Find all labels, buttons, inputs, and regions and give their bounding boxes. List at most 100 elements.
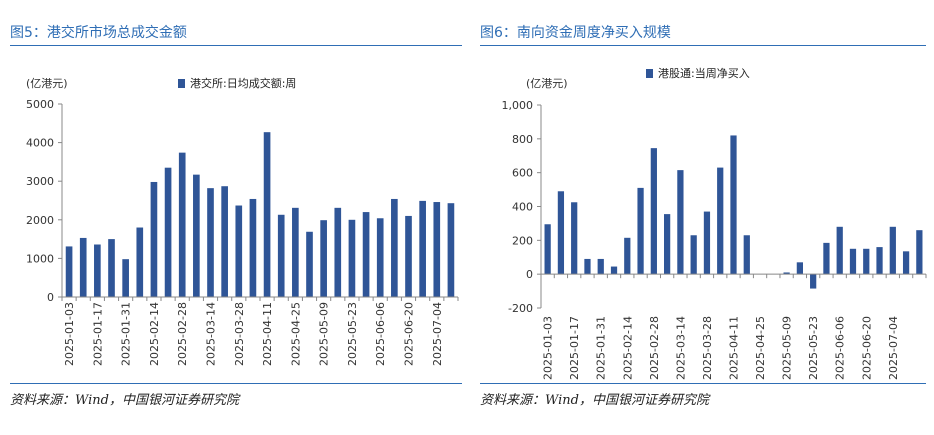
x-tick-label: 2025-07-04 xyxy=(431,302,444,366)
x-tick-label: 2025-05-23 xyxy=(807,316,820,380)
legend-swatch xyxy=(646,69,653,78)
x-tick-label: 2025-03-14 xyxy=(674,316,687,380)
bar xyxy=(597,258,604,275)
bar xyxy=(889,226,896,275)
bar xyxy=(108,239,115,297)
y-tick-label: 200 xyxy=(512,234,533,247)
legend-label: 港交所:日均成交额:周 xyxy=(190,76,296,90)
x-tick-label: 2025-06-20 xyxy=(403,302,416,366)
bar xyxy=(362,212,370,297)
x-tick-label: 2025-01-03 xyxy=(542,316,555,380)
y-tick-label: 600 xyxy=(512,167,533,180)
bar xyxy=(677,170,684,275)
bar xyxy=(571,202,578,275)
bottom-rule-right xyxy=(480,383,926,384)
bar xyxy=(557,191,565,275)
bar xyxy=(664,214,671,275)
title-rule-right xyxy=(480,45,926,46)
y-tick-label: 1,000 xyxy=(502,99,534,112)
bar xyxy=(65,246,73,297)
title-rule-left xyxy=(10,45,462,46)
legend-label: 港股通:当周净买入 xyxy=(658,66,750,80)
x-tick-label: 2025-04-11 xyxy=(261,302,274,366)
bar xyxy=(79,237,87,297)
x-tick-label: 2025-04-25 xyxy=(754,316,767,380)
bar xyxy=(902,251,910,275)
source-note-right: 资料来源：Wind，中国银河证券研究院 xyxy=(480,393,709,408)
legend-swatch xyxy=(178,79,185,88)
x-tick-label: 2025-02-14 xyxy=(621,316,634,380)
bar xyxy=(122,259,129,297)
bar xyxy=(334,207,342,297)
x-tick-label: 2025-06-20 xyxy=(860,316,873,380)
bar xyxy=(207,188,214,297)
x-tick-label: 2025-05-09 xyxy=(781,316,794,380)
x-tick-label: 2025-03-28 xyxy=(701,316,714,380)
bar xyxy=(836,226,843,275)
bar xyxy=(94,244,101,297)
bar xyxy=(876,247,883,275)
y-axis-label: (亿港元) xyxy=(526,77,568,90)
y-tick-label: 0 xyxy=(526,268,533,281)
bar xyxy=(916,230,923,275)
bar xyxy=(405,215,412,297)
bar xyxy=(221,186,228,297)
y-tick-label: 0 xyxy=(47,291,54,304)
x-tick-label: 2025-01-03 xyxy=(63,302,76,366)
y-tick-label: 1000 xyxy=(26,252,54,265)
x-tick-label: 2025-03-28 xyxy=(233,302,246,366)
x-tick-label: 2025-03-14 xyxy=(205,302,218,366)
bar xyxy=(150,181,158,297)
bar xyxy=(447,203,455,297)
bar xyxy=(717,167,724,275)
bar xyxy=(235,205,243,297)
bar xyxy=(419,200,426,297)
bar xyxy=(306,231,313,297)
bar xyxy=(849,248,857,275)
bar xyxy=(348,219,356,297)
x-tick-label: 2025-01-17 xyxy=(91,302,104,366)
bar xyxy=(544,224,551,275)
bar xyxy=(863,248,870,275)
x-tick-label: 2025-06-06 xyxy=(374,302,387,366)
bar xyxy=(391,198,398,297)
x-tick-label: 2025-04-25 xyxy=(289,302,302,366)
bar xyxy=(249,198,257,297)
chart-title-left: 图5：港交所市场总成交金额 xyxy=(10,25,187,41)
bar xyxy=(637,187,644,275)
bar xyxy=(703,211,711,275)
bar xyxy=(796,262,803,275)
southbound-flow-chart: (亿港元) 港股通:当周净买入 -200 0 200 400 600 800 1,000 2025… xyxy=(502,66,927,380)
x-tick-label: 2025-04-11 xyxy=(728,316,741,380)
bar xyxy=(624,237,631,275)
bar xyxy=(823,242,830,275)
source-note-left: 资料来源：Wind，中国银河证券研究院 xyxy=(10,393,239,408)
x-tick-label: 2025-02-28 xyxy=(176,302,189,366)
x-tick-label: 2025-01-31 xyxy=(595,316,608,380)
bar xyxy=(783,272,790,275)
chart-title-right: 图6：南向资金周度净买入规模 xyxy=(480,25,671,41)
y-axis-label: (亿港元) xyxy=(26,77,68,90)
bar xyxy=(164,167,172,297)
bar xyxy=(730,135,737,275)
y-tick-label: 5000 xyxy=(26,98,54,111)
bar xyxy=(690,235,697,275)
x-tick-label: 2025-07-04 xyxy=(887,316,900,380)
y-tick-label: 2000 xyxy=(26,214,54,227)
bar xyxy=(193,174,200,297)
x-tick-label: 2025-05-09 xyxy=(318,302,331,366)
bar xyxy=(277,214,285,297)
x-tick-label: 2025-06-06 xyxy=(834,316,847,380)
x-tick-label: 2025-02-14 xyxy=(148,302,161,366)
y-tick-label: 800 xyxy=(512,133,533,146)
x-tick-label: 2025-02-28 xyxy=(648,316,661,380)
hkex-turnover-chart: (亿港元) 港交所:日均成交额:周 0 1000 2000 3000 4000 5000 202… xyxy=(26,76,459,366)
bar xyxy=(810,274,817,289)
bar xyxy=(136,227,144,297)
y-tick-label: 400 xyxy=(512,201,533,214)
bar xyxy=(292,207,299,297)
bar xyxy=(320,220,327,297)
bottom-rule-left xyxy=(10,383,462,384)
bar xyxy=(650,148,657,275)
bar xyxy=(376,218,384,297)
